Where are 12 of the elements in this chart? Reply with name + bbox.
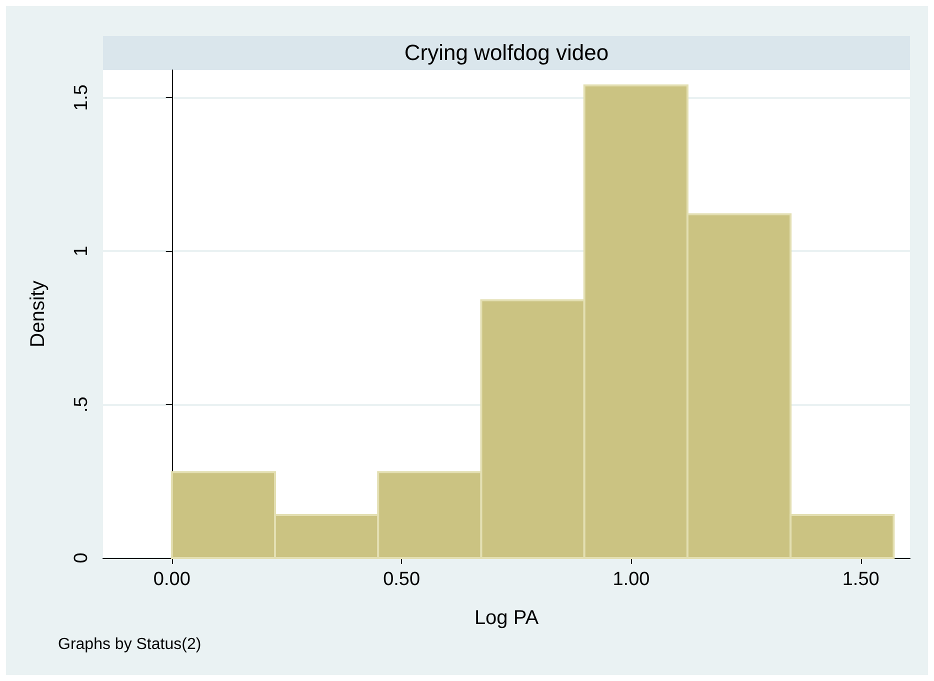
text: Graphs by Status(2) — [58, 636, 202, 654]
x-tick-label: 0.00 — [153, 569, 190, 590]
x-tick-label: 1.00 — [612, 569, 650, 590]
y-tick-label: .5 — [71, 396, 92, 412]
y-axis-title: Density — [27, 280, 49, 348]
y-tick-label: 1.5 — [71, 84, 92, 111]
x-tick-label: 0.50 — [383, 569, 420, 590]
y-tick-label: 1 — [71, 246, 92, 256]
x-tick-label: 1.50 — [842, 569, 880, 590]
y-tick-label: 0 — [71, 552, 92, 564]
chart-title: Crying wolfdog video — [103, 36, 910, 70]
x-axis-title: Log PA — [474, 607, 540, 629]
